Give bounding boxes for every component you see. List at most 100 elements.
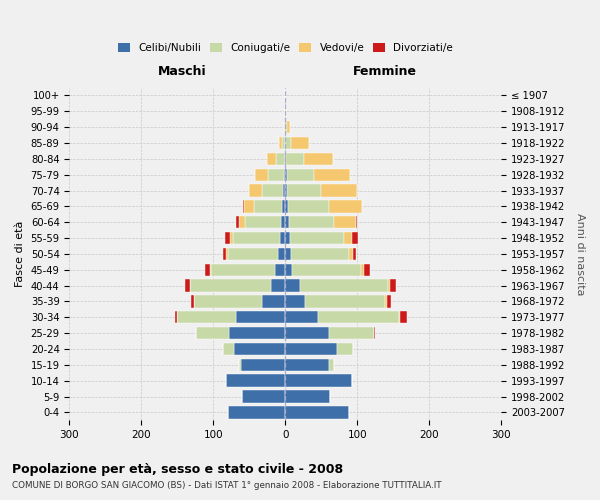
Bar xyxy=(185,280,190,292)
Bar xyxy=(290,232,344,244)
Bar xyxy=(190,280,271,292)
Bar xyxy=(353,248,356,260)
Bar xyxy=(286,343,337,355)
Bar xyxy=(230,232,233,244)
Bar xyxy=(281,216,286,228)
Bar xyxy=(223,343,233,355)
Bar xyxy=(191,296,194,308)
Bar xyxy=(286,327,329,340)
Bar xyxy=(286,121,287,134)
Bar xyxy=(390,280,396,292)
Text: Femmine: Femmine xyxy=(353,64,417,78)
Bar xyxy=(233,343,286,355)
Bar xyxy=(283,184,286,196)
Bar xyxy=(241,358,286,371)
Bar xyxy=(280,232,286,244)
Bar xyxy=(254,200,283,212)
Bar xyxy=(300,280,388,292)
Bar xyxy=(286,390,330,402)
Bar xyxy=(278,248,286,260)
Legend: Celibi/Nubili, Coniugati/e, Vedovi/e, Divorziati/e: Celibi/Nubili, Coniugati/e, Vedovi/e, Di… xyxy=(118,43,453,53)
Text: COMUNE DI BORGO SAN GIACOMO (BS) - Dati ISTAT 1° gennaio 2008 - Elaborazione TUT: COMUNE DI BORGO SAN GIACOMO (BS) - Dati … xyxy=(12,481,442,490)
Bar xyxy=(334,216,356,228)
Bar xyxy=(286,168,287,181)
Bar xyxy=(286,137,291,149)
Bar xyxy=(284,168,286,181)
Bar xyxy=(385,296,387,308)
Bar xyxy=(245,216,281,228)
Bar xyxy=(226,374,286,387)
Bar xyxy=(196,327,229,340)
Bar xyxy=(286,232,290,244)
Bar xyxy=(286,248,291,260)
Bar xyxy=(319,311,399,324)
Bar xyxy=(286,280,300,292)
Bar xyxy=(387,296,391,308)
Bar xyxy=(286,152,304,165)
Bar xyxy=(291,248,349,260)
Bar xyxy=(236,216,239,228)
Bar xyxy=(286,374,352,387)
Bar xyxy=(322,184,358,196)
Bar xyxy=(388,280,390,292)
Bar xyxy=(329,200,362,212)
Bar xyxy=(349,248,353,260)
Bar xyxy=(305,296,385,308)
Bar xyxy=(283,137,286,149)
Y-axis label: Anni di nascita: Anni di nascita xyxy=(575,212,585,295)
Bar xyxy=(286,296,305,308)
Bar xyxy=(262,184,283,196)
Bar xyxy=(400,311,407,324)
Bar xyxy=(304,152,333,165)
Bar xyxy=(226,248,228,260)
Bar xyxy=(286,264,292,276)
Bar xyxy=(268,168,284,181)
Bar xyxy=(228,406,286,418)
Bar xyxy=(276,152,284,165)
Bar xyxy=(286,358,329,371)
Bar xyxy=(225,232,230,244)
Bar xyxy=(271,280,286,292)
Bar xyxy=(244,200,254,212)
Text: Maschi: Maschi xyxy=(157,64,206,78)
Bar xyxy=(175,311,178,324)
Bar xyxy=(314,168,350,181)
Bar xyxy=(262,296,286,308)
Bar xyxy=(236,311,286,324)
Text: Popolazione per età, sesso e stato civile - 2008: Popolazione per età, sesso e stato civil… xyxy=(12,462,343,475)
Bar xyxy=(344,232,352,244)
Bar xyxy=(239,216,245,228)
Bar xyxy=(289,216,334,228)
Bar xyxy=(279,137,283,149)
Bar xyxy=(194,296,262,308)
Bar xyxy=(283,200,286,212)
Bar xyxy=(284,121,286,134)
Bar xyxy=(229,327,286,340)
Bar xyxy=(329,358,334,371)
Bar xyxy=(287,168,314,181)
Bar xyxy=(211,264,275,276)
Bar xyxy=(291,137,309,149)
Bar xyxy=(233,232,280,244)
Bar xyxy=(178,311,236,324)
Bar xyxy=(292,264,361,276)
Bar xyxy=(243,200,244,212)
Bar xyxy=(268,152,276,165)
Bar xyxy=(284,152,286,165)
Bar xyxy=(223,248,226,260)
Bar xyxy=(275,264,286,276)
Bar xyxy=(242,390,286,402)
Bar xyxy=(286,216,289,228)
Bar xyxy=(286,184,287,196)
Bar xyxy=(329,327,374,340)
Bar xyxy=(399,311,400,324)
Bar xyxy=(286,200,287,212)
Bar xyxy=(361,264,364,276)
Y-axis label: Fasce di età: Fasce di età xyxy=(15,220,25,287)
Bar xyxy=(205,264,210,276)
Bar xyxy=(287,184,322,196)
Bar xyxy=(255,168,268,181)
Bar xyxy=(210,264,211,276)
Bar xyxy=(228,248,278,260)
Bar xyxy=(286,311,319,324)
